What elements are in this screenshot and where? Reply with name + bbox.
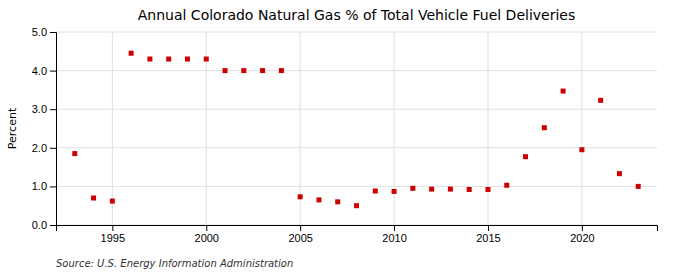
tick-mark (50, 109, 56, 110)
tick-label: 1995 (101, 232, 125, 244)
point (298, 194, 303, 199)
tick-mark (50, 148, 56, 149)
tick: 5.0 (32, 26, 56, 38)
point (223, 68, 228, 73)
point (504, 183, 509, 188)
tick: 2000 (195, 225, 219, 244)
y-axis: 0.0 1.0 2.0 3.0 4.0 5.0 (32, 26, 57, 231)
chart: 1995 2000 2005 2010 2015 2020 0.0 1.0 2.0 3.0 4.0 5… (0, 0, 675, 275)
tick-label: 3.0 (32, 103, 47, 115)
grid-line (394, 32, 395, 225)
title: Annual Colorado Natural Gas % of Total V… (138, 7, 576, 23)
point (392, 189, 397, 194)
point (410, 186, 415, 191)
point (523, 154, 528, 159)
point (598, 98, 603, 103)
tick-mark (50, 71, 56, 72)
point (579, 147, 584, 152)
tick: 3.0 (32, 103, 56, 115)
point (636, 184, 641, 189)
source-note: Source: U.S. Energy Information Administ… (56, 258, 293, 269)
axis-line (50, 33, 57, 226)
point (129, 51, 134, 56)
tick-label: 2005 (288, 232, 312, 244)
point (204, 57, 209, 62)
point (185, 57, 190, 62)
tick-mark (206, 225, 207, 231)
grid-line (56, 32, 657, 33)
tick-mark (394, 225, 395, 231)
grid-line (581, 32, 582, 225)
tick-label: 2000 (195, 232, 219, 244)
tick-label: 2015 (476, 232, 500, 244)
point (542, 125, 547, 130)
tick: 2010 (382, 225, 406, 244)
point (110, 199, 115, 204)
point (91, 195, 96, 200)
point (316, 197, 321, 202)
axis-line (57, 226, 658, 232)
tick-label: 2010 (382, 232, 406, 244)
point (260, 68, 265, 73)
y-axis-title: Percent (6, 107, 19, 149)
tick: 2020 (570, 225, 594, 244)
tick-mark (50, 186, 56, 187)
point (335, 199, 340, 204)
grid-line (56, 147, 657, 148)
tick-label: 1.0 (32, 180, 47, 192)
points (72, 51, 640, 208)
tick-mark (50, 225, 56, 226)
grid-line (56, 186, 657, 187)
tick-label: 2020 (570, 232, 594, 244)
tick-label: 5.0 (32, 26, 47, 38)
tick: 2.0 (32, 142, 56, 154)
tick: 4.0 (32, 65, 56, 77)
point (279, 68, 284, 73)
point (241, 68, 246, 73)
point (373, 189, 378, 194)
point (166, 57, 171, 62)
point (354, 203, 359, 208)
point (429, 187, 434, 192)
tick-mark (488, 225, 489, 231)
grid-line (56, 109, 657, 110)
tick-label: 4.0 (32, 65, 47, 77)
point (485, 187, 490, 192)
point (448, 187, 453, 192)
plot-area: 1995 2000 2005 2010 2015 2020 0.0 1.0 2.0 3.0 4.0 5… (32, 26, 658, 244)
grid-line (56, 70, 657, 71)
tick: 2005 (288, 225, 312, 244)
point (72, 151, 77, 156)
tick: 2015 (476, 225, 500, 244)
tick-mark (582, 225, 583, 231)
tick-label: 2.0 (32, 142, 47, 154)
tick: 1.0 (32, 180, 56, 192)
grid-line (112, 32, 113, 225)
x-axis: 1995 2000 2005 2010 2015 2020 (57, 225, 658, 244)
tick-mark (112, 225, 113, 231)
point (147, 57, 152, 62)
tick: 1995 (101, 225, 125, 244)
tick-label: 0.0 (32, 219, 47, 231)
point (561, 89, 566, 94)
point (467, 187, 472, 192)
tick: 0.0 (32, 219, 56, 231)
tick-mark (300, 225, 301, 231)
tick-mark (50, 32, 56, 33)
grid (56, 32, 657, 225)
grid-line (487, 32, 488, 225)
point (617, 171, 622, 176)
